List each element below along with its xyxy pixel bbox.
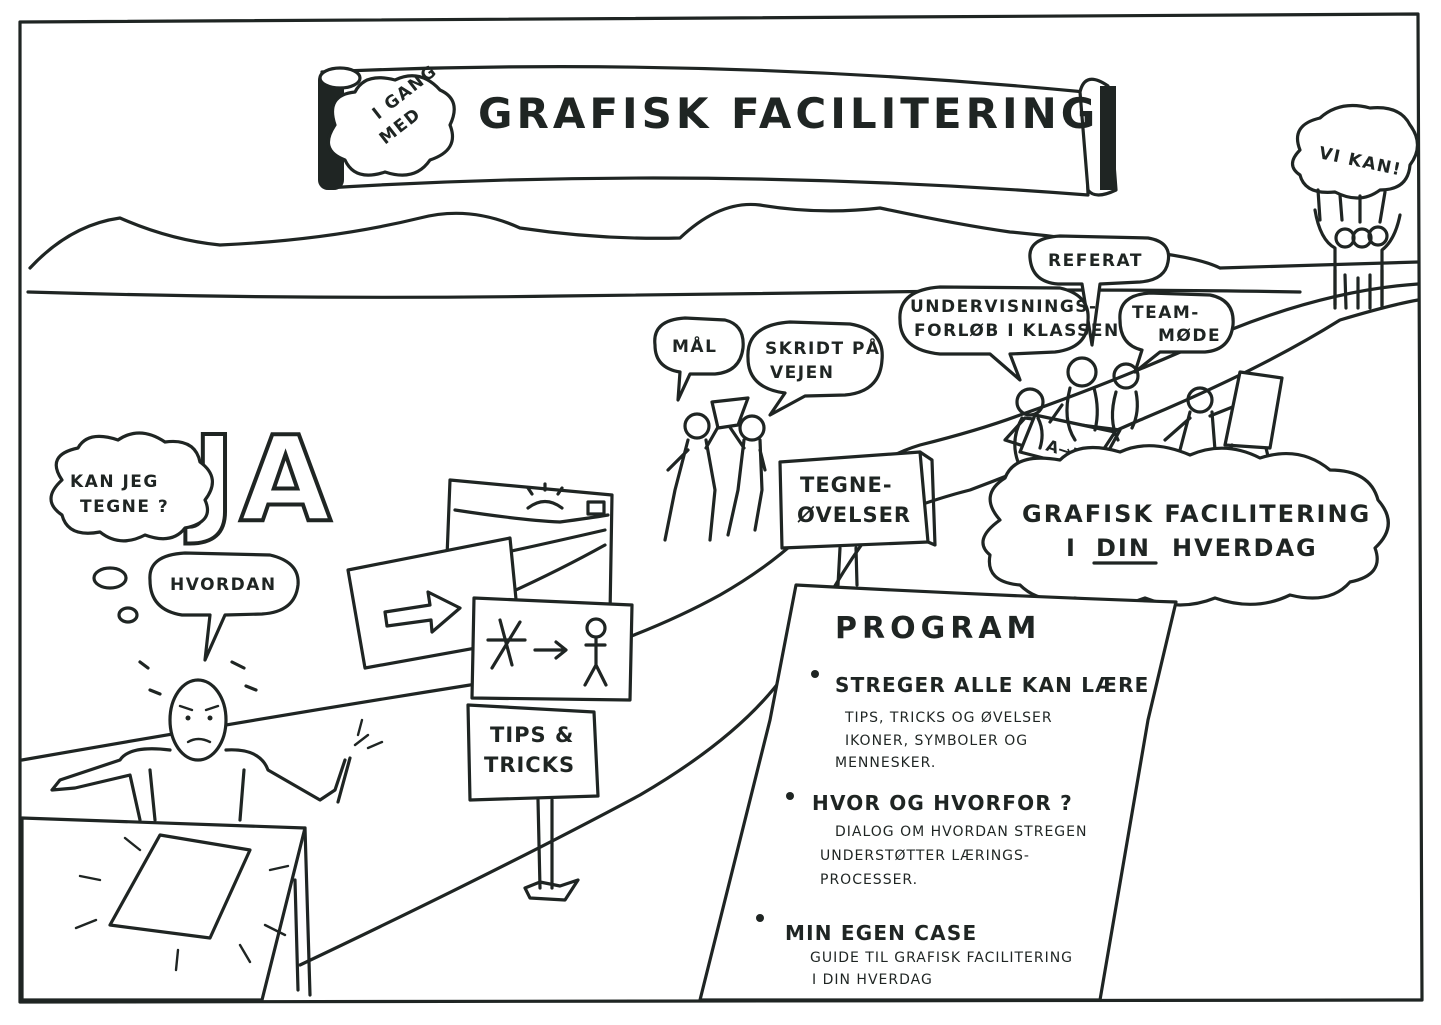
program-item-sub: TIPS, TRICKS OG ØVELSER <box>844 710 1053 726</box>
program-item-sub: IKONER, SYMBOLER OG <box>845 733 1028 749</box>
undervisning-line1: UNDERVISNINGS- <box>910 297 1098 317</box>
referat-bubble: REFERAT <box>1028 234 1171 347</box>
tegne-line2: ØVELSER <box>797 503 911 527</box>
teammode-bubble: TEAM- MØDE <box>1118 291 1235 374</box>
kan-jeg-tegne-cloud: KAN JEG TEGNE ? <box>49 431 214 543</box>
program-heading: PROGRAM <box>835 611 1041 646</box>
cloud-line1: GRAFISK FACILITERING <box>1022 500 1371 528</box>
skridt-line2: VEJEN <box>770 363 834 383</box>
program-item-sub: UNDERSTØTTER LÆRINGS- <box>820 848 1030 864</box>
bullet <box>786 792 794 800</box>
kan-jeg-line1: KAN JEG <box>70 472 159 492</box>
horizon-line-far <box>1218 260 1420 270</box>
thought-dot <box>117 606 139 624</box>
tag-cloud <box>326 74 456 177</box>
desk <box>20 816 312 1002</box>
undervisning-bubble: UNDERVISNINGS- FORLØB I KLASSEN <box>898 285 1120 382</box>
program-item-title: STREGER ALLE KAN LÆRE <box>835 673 1150 697</box>
cloud-line2-post: HVERDAG <box>1172 534 1318 562</box>
mountains <box>28 202 1222 270</box>
program-item-sub: I DIN HVERDAG <box>812 972 933 988</box>
undervisning-line2: FORLØB I KLASSEN <box>914 321 1120 341</box>
worried-person <box>50 660 384 822</box>
maal-text: MÅL <box>672 334 717 357</box>
program-item-title: MIN EGEN CASE <box>785 921 977 945</box>
teammode-line1: TEAM- <box>1132 303 1200 323</box>
program-sheet: PROGRAM STREGER ALLE KAN LÆRE TIPS, TRIC… <box>698 583 1178 1002</box>
teammode-line2: MØDE <box>1158 326 1221 346</box>
cloud-line2-emph: DIN <box>1096 534 1151 562</box>
kan-jeg-line2: TEGNE ? <box>80 497 169 517</box>
skridt-line1: SKRIDT PÅ <box>765 336 881 359</box>
thought-dot <box>92 566 128 590</box>
bullet <box>811 670 819 678</box>
title-banner: I GANG MED GRAFISK FACILITERING <box>318 61 1118 197</box>
two-people-figures <box>663 396 767 542</box>
tips-line2: TRICKS <box>484 753 575 777</box>
program-item-sub: PROCESSER. <box>820 872 918 888</box>
program-item-sub: GUIDE TIL GRAFISK FACILITERING <box>810 950 1073 966</box>
referat-text: REFERAT <box>1048 251 1143 271</box>
skridt-bubble: SKRIDT PÅ VEJEN <box>746 320 884 417</box>
page-title: GRAFISK FACILITERING <box>478 89 1099 138</box>
maal-bubble: MÅL <box>653 316 745 402</box>
tips-tricks-sign <box>466 703 600 802</box>
bullet <box>756 914 764 922</box>
horizon-line <box>26 288 1302 299</box>
poster-frame <box>18 12 1424 1004</box>
program-item-title: HVOR OG HVORFOR ? <box>812 791 1073 815</box>
tips-line1: TIPS & <box>490 723 574 747</box>
program-item-sub: DIALOG OM HVORDAN STREGEN <box>835 824 1087 840</box>
hvordan-bubble: HVORDAN <box>148 551 300 662</box>
hvordan-text: HVORDAN <box>170 575 277 595</box>
program-item-sub: MENNESKER. <box>835 755 936 771</box>
hverdag-cloud: GRAFISK FACILITERING I DIN HVERDAG <box>981 444 1390 607</box>
cloud-line2-pre: I <box>1066 534 1077 562</box>
tegne-oevelser-sign: TEGNE- ØVELSER <box>778 450 937 587</box>
signpost: TIPS & TRICKS <box>346 478 634 902</box>
tegne-line1: TEGNE- <box>800 473 893 497</box>
vi-kan-tree: VI KAN! <box>1290 104 1420 310</box>
